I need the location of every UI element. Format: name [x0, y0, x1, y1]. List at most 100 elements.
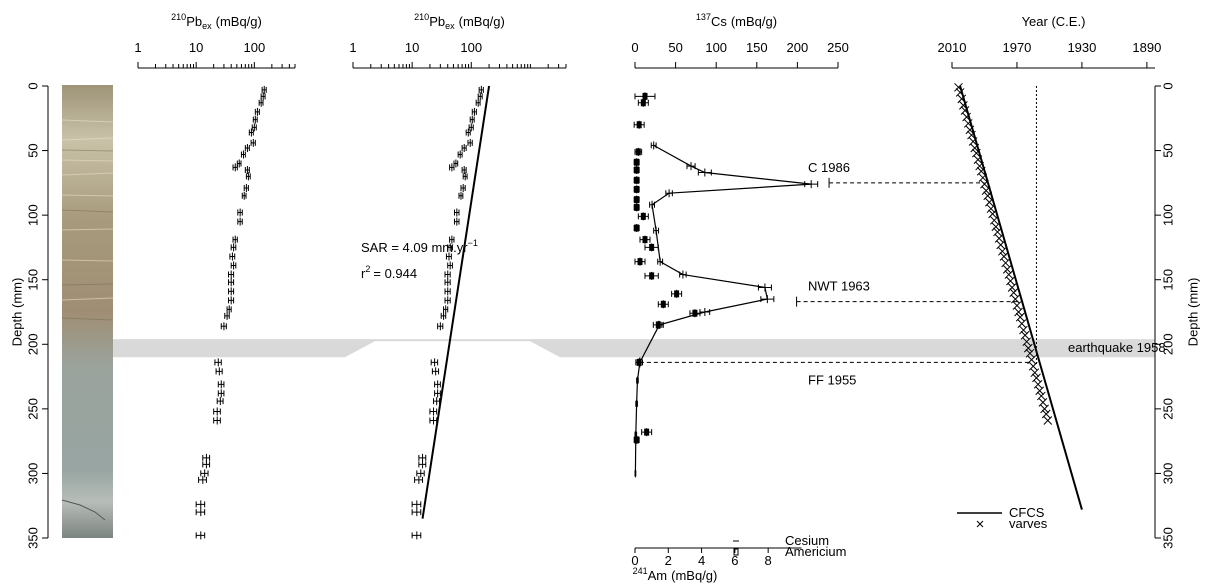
event-label: FF 1955: [808, 372, 856, 387]
data-point: [443, 305, 449, 314]
x-tick-label: 2010: [938, 40, 967, 55]
cross-point: [1030, 368, 1040, 378]
x-tick-label: 1: [349, 40, 356, 55]
data-point: [198, 475, 207, 484]
data-point: [434, 389, 441, 398]
data-point: [686, 162, 696, 171]
data-point: [445, 252, 452, 261]
x-tick-label: 0: [631, 40, 638, 55]
cross-point: [997, 246, 1007, 256]
y-tick-label: 300: [1160, 463, 1175, 485]
data-point: [650, 141, 657, 150]
square-point: [633, 224, 640, 233]
square-point: [671, 289, 683, 298]
cross-point: [1022, 337, 1032, 347]
square-point: [633, 185, 640, 194]
title-part: ex: [202, 21, 212, 31]
cross-point: [960, 106, 970, 115]
y-tick-label: 0: [25, 82, 40, 89]
data-point: [243, 184, 249, 193]
data-point: [453, 159, 459, 168]
data-point: [458, 191, 464, 200]
data-point: [411, 508, 422, 517]
data-point: [433, 397, 440, 406]
title-part: r: [361, 266, 366, 281]
data-point: [250, 138, 256, 147]
data-point: [226, 305, 232, 314]
x-tick-label: 1: [134, 40, 141, 55]
cross-point: [962, 112, 971, 122]
cross-point: [1036, 391, 1046, 401]
cross-point: [988, 209, 997, 219]
x2-tick-label: 8: [765, 553, 772, 568]
data-point: [237, 217, 243, 226]
data-point: [236, 159, 242, 168]
x-tick-label: 100: [460, 40, 482, 55]
cross-point: [976, 166, 986, 176]
data-point: [416, 469, 425, 478]
data-point: [468, 123, 474, 132]
square-point: [633, 120, 645, 129]
event-label: NWT 1963: [808, 279, 870, 294]
data-point: [228, 296, 235, 305]
data-point: [213, 416, 221, 425]
data-point: [195, 508, 206, 517]
x2-tick-label: 2: [665, 553, 672, 568]
y-tick-label: 50: [25, 143, 40, 157]
series-line: [959, 85, 1083, 510]
data-point: [437, 322, 444, 331]
square-point: [639, 235, 651, 244]
cross-point: [954, 82, 963, 92]
cross-point: [1019, 325, 1028, 335]
square-point: [633, 165, 640, 174]
data-point: [636, 376, 639, 385]
cross-point: [984, 197, 994, 207]
data-point: [261, 85, 267, 94]
earthquake-layer: [113, 339, 1155, 358]
x-tick-label: 100: [243, 40, 265, 55]
square-point: [633, 203, 640, 212]
data-point: [220, 322, 227, 331]
y-tick-label: 100: [25, 204, 40, 226]
data-point: [240, 150, 246, 159]
title-part: 2: [365, 264, 370, 274]
data-point: [431, 367, 440, 376]
axis-title: 210Pbex (mBq/g): [171, 12, 262, 31]
data-point: [804, 180, 819, 189]
square-point: [633, 435, 640, 444]
cross-point: [986, 204, 996, 214]
data-point: [232, 235, 238, 244]
title-part: = 0.944: [373, 266, 417, 281]
axis-title: 137Cs (mBq/g): [696, 12, 777, 29]
y-tick-label: 150: [1160, 269, 1175, 291]
square-point: [634, 147, 643, 156]
y-tick-label: 250: [1160, 398, 1175, 420]
data-point: [453, 208, 460, 217]
cross-point: [1014, 307, 1023, 317]
series-line: [634, 144, 812, 474]
data-point: [469, 115, 475, 124]
data-point: [434, 380, 441, 389]
data-point: [697, 168, 712, 177]
title-part: Pb: [429, 14, 445, 29]
cross-point: [1043, 416, 1053, 425]
x2-tick-label: 0: [631, 553, 638, 568]
y-axis-title: Depth (mm): [9, 278, 24, 347]
cross-point: [973, 155, 983, 164]
core-photo: [61, 85, 114, 538]
data-point: [679, 270, 687, 279]
x-tick-label: 1930: [1067, 40, 1096, 55]
data-point: [230, 243, 237, 252]
data-point: [460, 184, 466, 193]
legend-label: Cesium: [785, 533, 829, 548]
data-point: [200, 469, 209, 478]
data-point: [237, 208, 243, 217]
data-point: [254, 107, 260, 116]
data-point: [465, 128, 471, 137]
legend-symbol: [733, 548, 739, 556]
square-point: [634, 92, 656, 101]
y-tick-label: 200: [25, 333, 40, 355]
data-point: [467, 138, 473, 147]
data-point: [634, 469, 637, 478]
